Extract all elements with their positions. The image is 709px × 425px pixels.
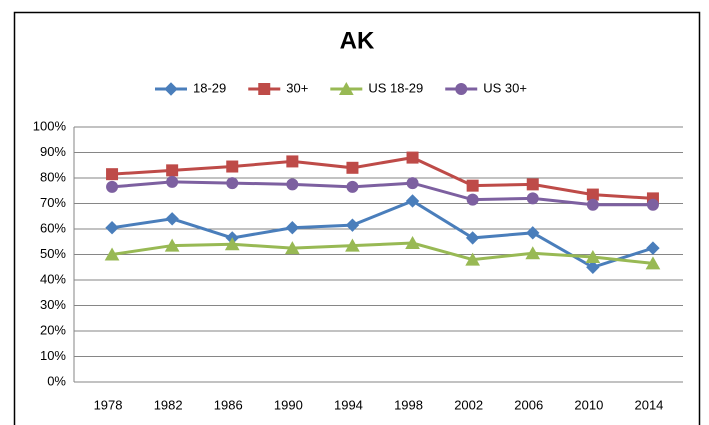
data-point bbox=[585, 250, 601, 264]
data-point bbox=[106, 180, 119, 193]
y-tick-label: 90% bbox=[40, 144, 66, 159]
y-tick-label: 20% bbox=[40, 322, 66, 337]
data-point bbox=[226, 160, 239, 173]
data-point bbox=[406, 151, 419, 164]
x-tick-label: 1986 bbox=[214, 397, 243, 412]
data-point bbox=[526, 192, 539, 205]
legend-marker bbox=[455, 83, 468, 95]
series-line bbox=[111, 180, 653, 207]
data-point bbox=[586, 188, 599, 201]
data-point bbox=[286, 155, 299, 168]
chart-title: AK bbox=[340, 27, 375, 54]
legend-marker bbox=[164, 82, 178, 96]
data-point bbox=[226, 177, 239, 190]
x-tick-label: 1994 bbox=[334, 397, 363, 412]
legend-label: US 30+ bbox=[483, 80, 527, 95]
data-point bbox=[345, 218, 360, 232]
data-point bbox=[345, 238, 360, 252]
data-point bbox=[165, 212, 179, 226]
data-point bbox=[586, 198, 599, 211]
y-tick-label: 50% bbox=[40, 246, 66, 261]
data-point bbox=[526, 178, 539, 191]
y-tick-label: 10% bbox=[40, 348, 66, 363]
x-tick-label: 1998 bbox=[394, 397, 423, 412]
y-tick-label: 100% bbox=[33, 118, 67, 133]
series-line bbox=[111, 199, 654, 269]
y-tick-label: 60% bbox=[40, 220, 66, 235]
data-point bbox=[525, 246, 541, 260]
data-point bbox=[465, 231, 480, 245]
data-point bbox=[346, 180, 359, 193]
data-point bbox=[646, 241, 660, 255]
data-point bbox=[105, 221, 119, 235]
x-tick-label: 2014 bbox=[634, 397, 663, 412]
data-point bbox=[224, 237, 240, 251]
legend-label: US 18-29 bbox=[368, 80, 423, 95]
data-point bbox=[586, 260, 600, 274]
data-point bbox=[406, 177, 419, 190]
x-tick-label: 1982 bbox=[154, 397, 183, 412]
x-tick-label: 2002 bbox=[454, 397, 483, 412]
data-point bbox=[646, 198, 659, 211]
data-point bbox=[405, 236, 420, 250]
data-point bbox=[466, 179, 479, 192]
series-line bbox=[111, 156, 654, 200]
data-point bbox=[285, 221, 300, 235]
data-point bbox=[286, 178, 299, 191]
y-tick-label: 40% bbox=[40, 271, 66, 286]
series-line bbox=[111, 241, 654, 265]
data-point bbox=[466, 193, 479, 206]
x-tick-label: 2006 bbox=[514, 397, 543, 412]
data-point bbox=[166, 164, 179, 177]
data-point bbox=[164, 238, 180, 252]
data-point bbox=[405, 194, 420, 208]
y-tick-label: 70% bbox=[40, 195, 66, 210]
data-point bbox=[645, 256, 661, 270]
x-tick-label: 2010 bbox=[574, 397, 603, 412]
x-tick-label: 1990 bbox=[274, 397, 303, 412]
y-tick-label: 0% bbox=[47, 373, 66, 388]
data-point bbox=[166, 175, 179, 188]
chart-frame bbox=[13, 11, 701, 425]
data-point bbox=[526, 226, 540, 240]
data-point bbox=[465, 252, 481, 266]
data-point bbox=[284, 241, 300, 255]
y-tick-label: 80% bbox=[40, 169, 66, 184]
legend-marker bbox=[338, 81, 354, 95]
legend-label: 30+ bbox=[286, 80, 308, 95]
y-tick-label: 30% bbox=[40, 297, 66, 312]
data-point bbox=[346, 161, 359, 174]
legend-marker bbox=[258, 83, 271, 95]
data-point bbox=[106, 168, 119, 181]
data-point bbox=[104, 247, 120, 261]
x-tick-label: 1978 bbox=[94, 397, 123, 412]
legend-label: 18-29 bbox=[193, 80, 226, 95]
